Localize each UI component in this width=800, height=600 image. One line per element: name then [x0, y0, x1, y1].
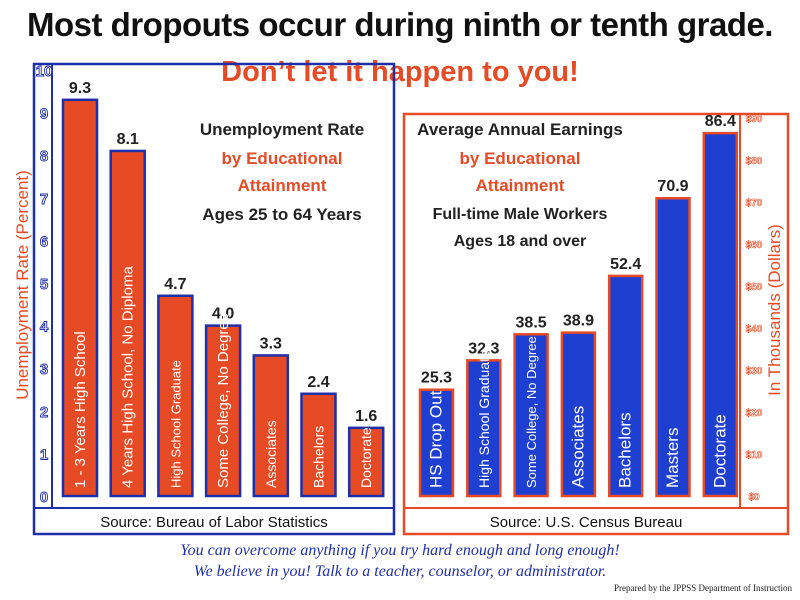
right-bar-category: Bachelors — [616, 412, 635, 488]
right-bar-category: Masters — [663, 428, 682, 488]
left-ytick-label: 10 — [36, 63, 53, 80]
right-bar — [607, 274, 644, 498]
right-chart-subtitle-2: Attainment — [476, 176, 565, 195]
right-ytick-label: $70 — [746, 198, 763, 209]
left-bar-value: 8.1 — [117, 131, 139, 148]
left-ytick-label: 4 — [40, 319, 49, 336]
right-bar — [655, 196, 691, 498]
footer-line-1: You can overcome anything if you try har… — [180, 542, 620, 559]
right-bar-value: 52.4 — [610, 256, 641, 273]
right-ytick-label: $40 — [746, 324, 763, 335]
right-source: Source: U.S. Census Bureau — [490, 514, 683, 531]
right-bar-value: 38.5 — [516, 314, 547, 331]
left-ylabel: Unemployment Rate (Percent) — [13, 170, 32, 400]
left-bar-category: Some College, No Degree — [215, 313, 232, 488]
left-bar-value: 2.4 — [307, 374, 329, 391]
right-ytick-label: $60 — [746, 240, 763, 251]
right-bar-category: High School Graduate — [476, 350, 492, 488]
left-bar-category: 4 Years High School, No Diploma — [120, 266, 137, 488]
left-ytick-label: 0 — [40, 489, 48, 506]
left-ytick-label: 6 — [40, 233, 48, 250]
left-source: Source: Bureau of Labor Statistics — [100, 514, 328, 531]
left-chart-subtitle-1: by Educational — [222, 149, 343, 168]
right-ylabel: In Thousands (Dollars) — [765, 224, 784, 396]
right-chart-title: Average Annual Earnings — [417, 120, 623, 139]
right-bar-category: Associates — [568, 406, 587, 488]
left-ytick-label: 7 — [40, 191, 48, 208]
right-bar — [702, 131, 739, 498]
left-bar — [252, 354, 290, 498]
left-bar — [204, 324, 242, 498]
main-title: Most dropouts occur during ninth or tent… — [27, 6, 773, 43]
left-bar-value: 9.3 — [69, 80, 91, 97]
right-bar-value: 38.9 — [563, 313, 594, 330]
right-bar-category: HS Drop Out — [427, 390, 446, 488]
left-bar-category: 1 - 3 Years High School — [72, 331, 89, 488]
right-chart-subtitle-1: by Educational — [460, 149, 581, 168]
right-bar — [418, 388, 455, 498]
left-bar-value: 1.6 — [355, 408, 377, 425]
footer-line-2: We believe in you! Talk to a teacher, co… — [193, 563, 607, 580]
right-bar — [513, 333, 549, 498]
left-bar-value: 4.0 — [212, 306, 234, 323]
left-bar — [157, 294, 194, 498]
left-ytick-label: 8 — [40, 148, 48, 165]
left-bar — [61, 98, 99, 498]
left-chart-frame — [32, 62, 396, 536]
left-bar-value: 3.3 — [260, 335, 282, 352]
right-ytick-label: $20 — [746, 408, 763, 419]
left-chart-subtitle-2: Attainment — [238, 176, 327, 195]
left-ytick-label: 3 — [40, 361, 48, 378]
left-ytick-label: 1 — [40, 446, 48, 463]
main-subtitle: Don’t let it happen to you! — [221, 56, 579, 88]
right-bar — [466, 359, 502, 498]
right-ytick-label: $0 — [748, 492, 760, 503]
left-bar-category: Bachelors — [311, 426, 327, 488]
right-chart-subtitle-3: Full-time Male Workers — [433, 206, 608, 223]
right-ytick-label: $90 — [746, 114, 763, 125]
left-bar — [109, 149, 146, 498]
left-chart-title: Unemployment Rate — [200, 120, 364, 139]
right-ytick-label: $80 — [746, 156, 763, 167]
left-ytick-label: 9 — [40, 106, 48, 123]
left-ytick-label: 2 — [40, 404, 48, 421]
right-bar-value: 25.3 — [421, 370, 452, 387]
left-bars: 0 1 2 3 4 5 6 7 8 9 10 9.3 1 - 3 Years High School 8.… — [35, 63, 385, 506]
credit-text: Prepared by the JPPSS Department of Inst… — [614, 583, 792, 593]
left-bar — [300, 392, 337, 498]
right-bars: $0 $10 $20 $30 $40 $50 $60 $70 $80 $90 25.3 HS Drop… — [418, 113, 763, 503]
right-bar-value: 70.9 — [657, 178, 688, 195]
left-bar-category: Associates — [263, 420, 279, 488]
left-bar — [347, 426, 385, 498]
left-bar-value: 4.7 — [164, 276, 186, 293]
left-bar-category: High School Graduate — [168, 360, 183, 488]
right-ytick-label: $10 — [746, 450, 763, 461]
right-bar-category: Doctorate — [710, 414, 729, 488]
left-chart-subtitle-3: Ages 25 to 64 Years — [202, 205, 361, 224]
right-bar — [560, 331, 597, 498]
right-ytick-label: $30 — [746, 366, 763, 377]
right-bar-value: 86.4 — [705, 113, 736, 130]
right-bar-value: 32.3 — [468, 340, 499, 357]
right-chart-frame — [402, 112, 790, 536]
left-ytick-label: 5 — [40, 276, 48, 293]
right-ytick-label: $50 — [746, 282, 763, 293]
right-chart-subtitle-4: Ages 18 and over — [454, 233, 587, 250]
left-bar-category: Doctorate — [358, 427, 374, 488]
right-bar-category: Some College, No Degree — [524, 336, 539, 488]
